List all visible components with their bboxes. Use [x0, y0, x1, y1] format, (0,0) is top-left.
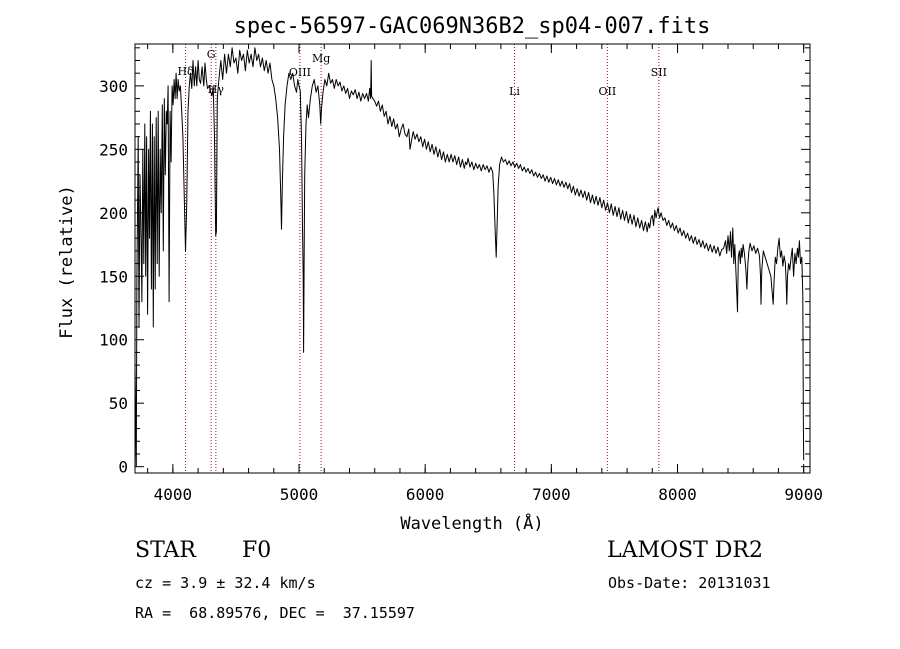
object-class: STAR: [135, 538, 196, 563]
y-tick-label: 50: [109, 394, 128, 413]
y-tick-label: 200: [99, 204, 128, 223]
chart-title: spec-56597-GAC069N36B2_sp04-007.fits: [234, 14, 711, 39]
x-tick-label: 6000: [406, 485, 445, 504]
x-tick-label: 9000: [784, 485, 823, 504]
y-tick-label: 300: [99, 77, 128, 96]
marker-label: OIII: [289, 66, 311, 79]
y-tick-label: 250: [99, 140, 128, 159]
marker-label: OII: [599, 85, 617, 98]
observation-date: Obs-Date: 20131031: [608, 574, 771, 592]
x-tick-label: 8000: [658, 485, 697, 504]
survey-name: LAMOST DR2: [607, 538, 763, 563]
marker-label: G: [207, 48, 216, 61]
marker-label: Li: [509, 85, 520, 98]
marker-label: Hδ: [177, 65, 194, 78]
y-tick-label: 100: [99, 331, 128, 350]
spectral-subclass: F0: [242, 538, 272, 563]
redshift-value: cz = 3.9 ± 32.4 km/s: [135, 574, 316, 592]
y-axis-label: Flux (relative): [57, 185, 77, 339]
marker-label: SII: [651, 66, 667, 79]
coordinates: RA = 68.89576, DEC = 37.15597: [135, 604, 415, 622]
x-tick-label: 5000: [280, 485, 319, 504]
plot-frame: [134, 43, 811, 474]
x-tick-label: 7000: [532, 485, 571, 504]
spectrum-line: [134, 47, 805, 468]
y-tick-label: 150: [99, 267, 128, 286]
x-tick-label: 4000: [154, 485, 193, 504]
marker-label: Mg: [312, 52, 330, 65]
spectrum-series: [134, 47, 805, 468]
y-axis: 0 50 100 150 200 250 300: [99, 47, 810, 477]
y-tick-label: 0: [118, 458, 128, 477]
x-axis: 4000 5000 6000 7000 8000 9000: [147, 44, 823, 504]
x-axis-label: Wavelength (Å): [400, 512, 543, 534]
